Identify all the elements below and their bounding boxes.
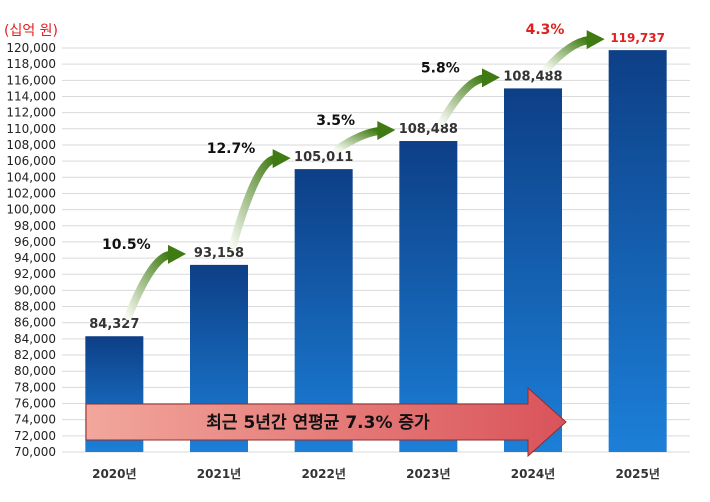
y-tick-label: 114,000	[6, 89, 56, 103]
growth-rate-label: 10.5%	[102, 237, 151, 253]
y-tick-label: 80,000	[14, 364, 56, 378]
y-tick-label: 72,000	[14, 429, 56, 443]
growth-arrow	[229, 155, 279, 249]
y-tick-label: 108,000	[6, 138, 56, 152]
growth-banner-text: 최근 5년간 연평균 7.3% 증가	[206, 413, 430, 433]
y-tick-label: 112,000	[6, 106, 56, 120]
bar	[608, 50, 667, 453]
x-tick-label: 2023년	[406, 467, 450, 481]
x-tick-label: 2022년	[301, 467, 345, 481]
x-tick-label: 2020년	[92, 467, 136, 481]
y-tick-label: 104,000	[6, 170, 56, 184]
growth-rate-label: 12.7%	[207, 141, 256, 157]
bar-value-label: 105,011	[294, 150, 353, 165]
growth-arrow	[438, 74, 488, 126]
bar-value-label: 93,158	[194, 246, 244, 261]
growth-rate-label: 4.3%	[526, 22, 565, 38]
y-tick-label: 78,000	[14, 380, 56, 394]
bar-value-label: 84,327	[89, 317, 139, 332]
growth-banner-arrow	[85, 386, 567, 458]
x-tick-label: 2024년	[511, 467, 555, 481]
y-tick-label: 118,000	[6, 57, 56, 71]
growth-arrow-head	[377, 121, 396, 141]
y-tick-label: 88,000	[14, 300, 56, 314]
y-tick-label: 90,000	[14, 283, 56, 297]
x-tick-label: 2021년	[197, 467, 241, 481]
y-tick-label: 92,000	[14, 267, 56, 281]
growth-arrow	[543, 36, 593, 73]
growth-rate-label: 5.8%	[421, 60, 460, 76]
y-tick-label: 116,000	[6, 73, 56, 87]
bar	[399, 141, 458, 452]
y-tick-label: 82,000	[14, 348, 56, 362]
bar-value-label: 108,488	[503, 69, 562, 84]
y-tick-label: 70,000	[14, 445, 56, 459]
y-tick-label: 106,000	[6, 154, 56, 168]
bar-value-label: 119,737	[610, 31, 665, 45]
growth-rate-label: 3.5%	[316, 113, 355, 129]
unit-label: (십억 원)	[4, 23, 59, 39]
x-tick-label: 2025년	[615, 467, 659, 481]
y-tick-label: 94,000	[14, 251, 56, 265]
growth-arrow-head	[272, 149, 291, 169]
y-tick-label: 96,000	[14, 235, 56, 249]
y-tick-label: 120,000	[6, 41, 56, 55]
y-tick-label: 86,000	[14, 316, 56, 330]
y-tick-label: 84,000	[14, 332, 56, 346]
y-tick-label: 110,000	[6, 122, 56, 136]
y-tick-label: 74,000	[14, 413, 56, 427]
y-tick-label: 76,000	[14, 397, 56, 411]
y-tick-label: 102,000	[6, 186, 56, 200]
growth-arrow-head	[586, 30, 605, 50]
growth-arrow	[333, 127, 384, 154]
growth-arrow-head	[482, 68, 500, 88]
y-tick-label: 100,000	[6, 203, 56, 217]
bar-value-label: 108,488	[399, 122, 458, 137]
growth-arrow	[124, 250, 174, 321]
bar	[504, 88, 562, 453]
y-tick-label: 98,000	[14, 219, 56, 233]
growth-arrow-head	[168, 244, 186, 264]
